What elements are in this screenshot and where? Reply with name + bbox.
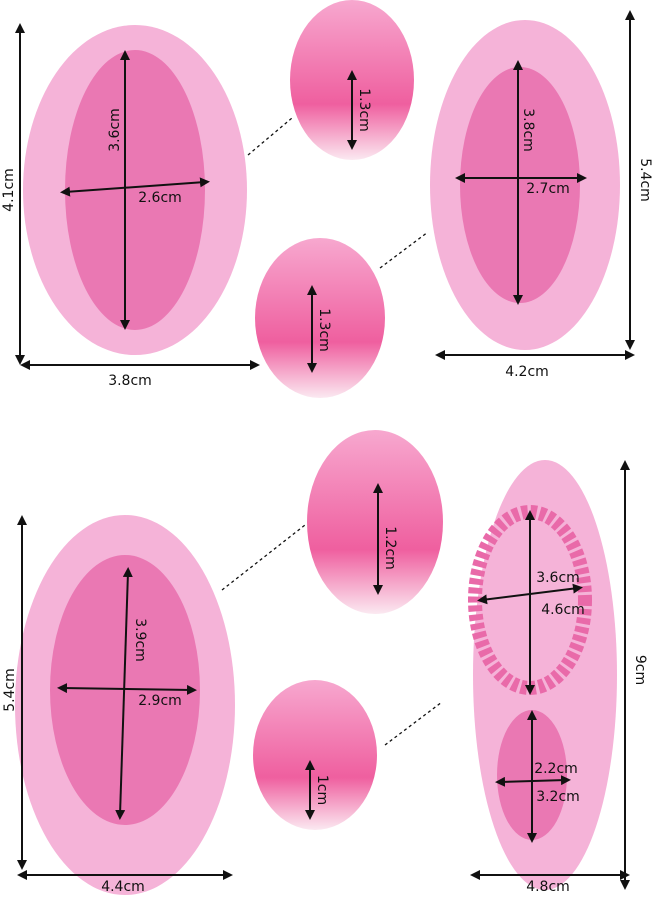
height-label: 5.4cm: [2, 668, 18, 712]
depth-closeup: [255, 238, 385, 398]
width-label: 4.8cm: [526, 879, 570, 895]
small-width-label: 2.2cm: [534, 761, 578, 777]
pointer: [384, 701, 443, 746]
depth-3: 1.2cm: [221, 430, 443, 614]
pointer: [247, 117, 293, 156]
depth-label: 1cm: [314, 775, 330, 805]
cavity-height-label: 3.8cm: [520, 108, 536, 152]
depth-label: 1.2cm: [382, 526, 398, 570]
cavity-width-label: 2.6cm: [138, 190, 182, 206]
depth-1: 1.3cm: [247, 0, 414, 160]
cavity-height-label: 3.6cm: [107, 108, 123, 152]
frame-width-label: 3.6cm: [536, 570, 580, 586]
pointer: [221, 524, 306, 591]
depth-2: 1.3cm: [255, 231, 429, 398]
small-height-label: 3.2cm: [536, 789, 580, 805]
mold-4: 9cm 4.8cm 3.6cm 4.6cm 2.2cm 3.2cm: [468, 460, 648, 895]
pointer: [379, 231, 429, 269]
cavity-width-label: 2.7cm: [526, 181, 570, 197]
depth-closeup: [307, 430, 443, 614]
depth-closeup: [253, 680, 377, 830]
cavity-height-label: 3.9cm: [132, 618, 148, 662]
height-label: 5.4cm: [637, 158, 653, 202]
height-label: 9cm: [632, 655, 648, 685]
frame-height-label: 4.6cm: [541, 602, 585, 618]
width-label: 4.2cm: [505, 364, 549, 380]
height-label: 4.1cm: [1, 168, 17, 212]
depth-label: 1.3cm: [356, 88, 372, 132]
cavity-width-arrow: [60, 177, 210, 197]
mold-2: 5.4cm 4.2cm 3.8cm 2.7cm: [430, 9, 653, 380]
width-label: 4.4cm: [101, 879, 145, 895]
mold-3: 5.4cm 4.4cm 3.9cm 2.9cm: [2, 515, 235, 895]
cavity-width-arrow: [57, 683, 197, 695]
depth-label: 1.3cm: [316, 308, 332, 352]
width-label: 3.8cm: [108, 373, 152, 389]
mold-1: 4.1cm 3.8cm 3.6cm 2.6cm: [1, 23, 260, 389]
cavity-width-label: 2.9cm: [138, 693, 182, 709]
depth-4: 1cm: [253, 680, 443, 830]
